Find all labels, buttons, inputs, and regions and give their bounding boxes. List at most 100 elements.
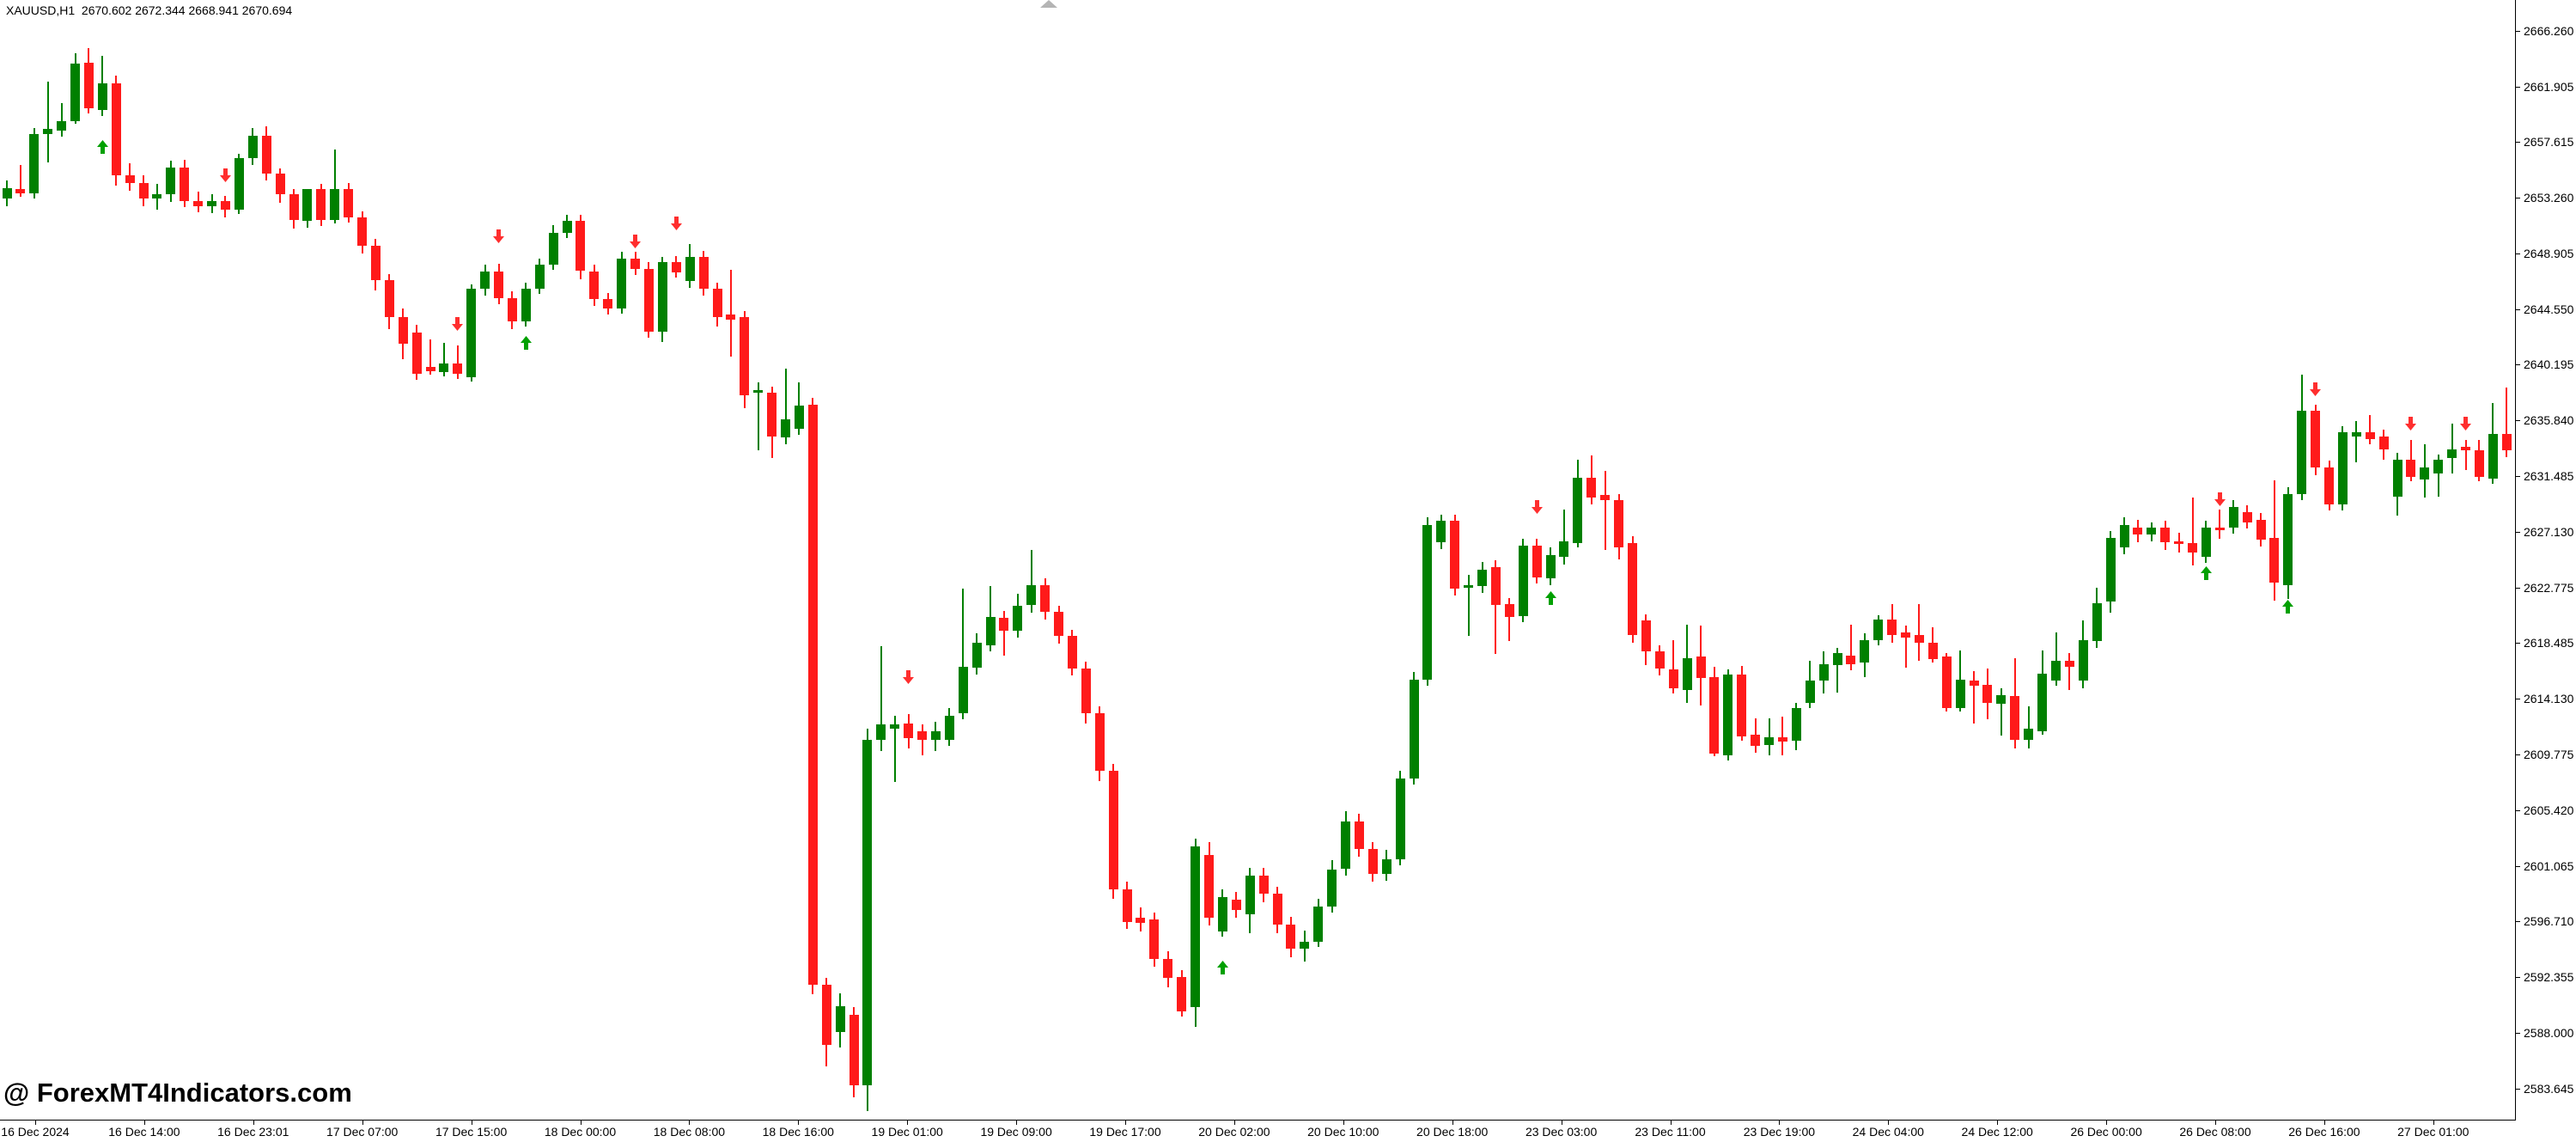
candle-body-bear <box>2324 467 2334 504</box>
candle-body-bull <box>1860 639 1870 663</box>
time-axis-tick <box>907 1120 909 1125</box>
candle-wick <box>60 103 63 137</box>
candle-body-bull <box>1300 942 1310 949</box>
candle-body-bull <box>1395 778 1405 859</box>
candle-body-bull <box>781 419 790 438</box>
candle-body-bear <box>1532 545 1542 577</box>
candle-body-bear <box>917 730 927 740</box>
time-axis-label: 16 Dec 2024 <box>1 1125 70 1139</box>
candle-body-bear <box>2406 459 2416 478</box>
candle-body-bear <box>2256 519 2266 540</box>
time-axis-label: 27 Dec 01:00 <box>2397 1125 2469 1139</box>
price-axis-label: 2622.775 <box>2524 581 2574 595</box>
time-axis-tick <box>2323 1120 2325 1125</box>
candle-body-bull <box>2392 459 2402 497</box>
candle-body-bull <box>1217 897 1227 932</box>
time-axis-label: 20 Dec 02:00 <box>1198 1125 1270 1139</box>
candle-body-bear <box>1709 677 1720 754</box>
candle-body-bear <box>1737 675 1747 736</box>
time-axis-label: 26 Dec 16:00 <box>2288 1125 2360 1139</box>
candle-body-bull <box>2105 537 2116 602</box>
candle-wick <box>2055 632 2057 687</box>
price-axis-label: 2614.130 <box>2524 691 2574 705</box>
price-axis-label: 2596.710 <box>2524 914 2574 929</box>
candle-body-bull <box>985 616 996 645</box>
sell-signal-down-arrow-icon <box>493 229 504 244</box>
price-axis-label: 2588.000 <box>2524 1026 2574 1041</box>
candle-body-bear <box>2311 411 2321 467</box>
candle-body-bull <box>166 167 176 195</box>
price-axis-tick <box>2515 754 2520 755</box>
sell-signal-down-arrow-icon <box>2214 492 2226 506</box>
candle-body-bear <box>411 333 422 374</box>
candle-body-bull <box>657 262 667 332</box>
candle-body-bear <box>2378 436 2389 449</box>
price-axis-label: 2583.645 <box>2524 1082 2574 1096</box>
candle-body-bull <box>1996 694 2007 705</box>
candle-body-bear <box>384 280 394 318</box>
candle-body-bear <box>630 258 640 269</box>
candle-body-bull <box>930 730 941 740</box>
time-axis-label: 17 Dec 15:00 <box>435 1125 508 1139</box>
time-axis-tick <box>35 1120 36 1125</box>
candle-body-bull <box>1013 605 1023 632</box>
forexmt4indicators-watermark: @ ForexMT4Indicators.com <box>3 1078 352 1108</box>
price-axis-tick <box>2515 921 2520 923</box>
candle-body-bull <box>617 258 627 308</box>
candle-wick <box>784 368 787 444</box>
candle-wick <box>757 382 759 451</box>
candle-body-bull <box>1436 521 1446 543</box>
price-axis-tick <box>2515 809 2520 811</box>
candle-wick <box>893 715 896 783</box>
candle-wick <box>921 724 923 755</box>
candle-wick <box>2437 454 2439 497</box>
price-axis-label: 2666.260 <box>2524 24 2574 38</box>
candle-body-bull <box>562 221 572 233</box>
candle-body-bear <box>904 723 914 739</box>
candle-body-bear <box>1777 737 1787 742</box>
candle-body-bull <box>466 289 477 378</box>
time-axis-line <box>0 1120 2516 1121</box>
buy-signal-up-arrow-icon <box>2282 600 2294 614</box>
price-axis-label: 2605.420 <box>2524 803 2574 817</box>
price-axis-tick <box>2515 476 2520 478</box>
candlestick-plot-area[interactable] <box>0 0 2515 1120</box>
time-axis-label: 19 Dec 09:00 <box>980 1125 1052 1139</box>
candle-body-bear <box>1504 604 1514 617</box>
candle-body-bull <box>1818 664 1829 681</box>
candle-body-bear <box>83 62 94 109</box>
candle-wick <box>880 646 882 752</box>
candle-body-bull <box>1723 675 1733 755</box>
candle-body-bear <box>726 315 736 321</box>
chart-shift-marker-icon[interactable] <box>1040 0 1057 8</box>
candle-body-bear <box>1641 620 1651 652</box>
candle-wick <box>2219 509 2221 539</box>
candle-body-bear <box>1081 668 1091 713</box>
price-axis-tick <box>2515 141 2520 143</box>
candle-body-bear <box>357 217 367 246</box>
candle-body-bear <box>344 189 354 217</box>
candle-body-bear <box>1136 918 1146 924</box>
time-axis-tick <box>2106 1120 2108 1125</box>
candle-body-bull <box>1573 477 1583 543</box>
candle-body-bull <box>1955 679 1965 708</box>
candle-body-bear <box>15 189 26 193</box>
sell-signal-down-arrow-icon <box>2405 416 2417 431</box>
candle-body-bear <box>1696 656 1706 679</box>
candle-wick <box>1918 604 1921 661</box>
time-axis-tick <box>1888 1120 1890 1125</box>
price-axis-tick <box>2515 253 2520 254</box>
candle-body-bull <box>1477 569 1487 587</box>
candle-body-bear <box>2461 446 2470 451</box>
candle-body-bear <box>1149 919 1160 959</box>
sell-signal-down-arrow-icon <box>2460 416 2471 431</box>
candle-body-bear <box>2474 450 2484 478</box>
candle-body-bull <box>2447 449 2457 459</box>
time-axis-label: 16 Dec 14:00 <box>108 1125 180 1139</box>
candle-body-bull <box>43 129 53 135</box>
candle-body-bull <box>1832 652 1842 666</box>
candle-body-bull <box>1327 869 1337 907</box>
candle-body-bear <box>999 618 1009 632</box>
time-axis-label: 20 Dec 10:00 <box>1307 1125 1379 1139</box>
candle-wick <box>1973 670 1975 724</box>
